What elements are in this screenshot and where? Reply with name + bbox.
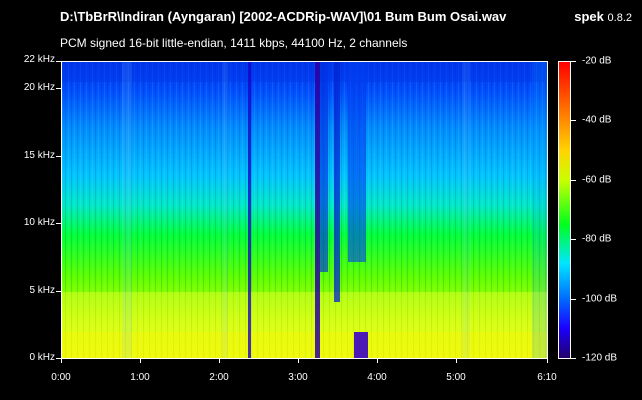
- db-label-minus-120: -120 dB: [582, 352, 618, 364]
- freq-label-20khz: 20 kHz: [23, 82, 55, 93]
- db-tick: [571, 358, 576, 359]
- db-tick: [571, 299, 576, 300]
- freq-label-22khz: 22 kHz: [23, 54, 55, 65]
- time-label-2-00: 2:00: [209, 372, 229, 383]
- spectrogram-image: [62, 62, 547, 358]
- db-label-minus-80: -80 dB: [582, 233, 612, 245]
- time-label-6-10: 6:10: [537, 372, 557, 383]
- db-label-minus-20: -20 dB: [582, 55, 612, 67]
- time-tick: [61, 359, 62, 363]
- time-label-4-00: 4:00: [367, 372, 387, 383]
- quiet-section: [315, 62, 320, 358]
- app-name: spek: [574, 9, 604, 24]
- file-path-title: D:\TbBrR\Indiran (Ayngaran) [2002-ACDRip…: [60, 9, 507, 24]
- bright-section: [462, 62, 470, 358]
- db-colorbar: [558, 61, 571, 359]
- app-version: 0.8.2: [607, 12, 632, 24]
- freq-tick: [56, 156, 61, 157]
- bright-section: [122, 62, 132, 358]
- bright-section: [532, 62, 547, 358]
- quiet-section: [354, 332, 368, 358]
- time-tick: [298, 359, 299, 363]
- low-band-highlight: [62, 292, 547, 358]
- freq-tick: [56, 223, 61, 224]
- freq-label-10khz: 10 kHz: [23, 217, 55, 228]
- db-label-minus-40: -40 dB: [582, 114, 612, 126]
- time-tick: [456, 359, 457, 363]
- freq-tick: [56, 358, 61, 359]
- quiet-section: [348, 62, 366, 262]
- db-tick: [571, 239, 576, 240]
- time-label-1-00: 1:00: [130, 372, 150, 383]
- time-label-5-00: 5:00: [446, 372, 466, 383]
- db-label-minus-100: -100 dB: [582, 293, 618, 305]
- lowest-band-highlight: [62, 332, 547, 358]
- time-tick: [140, 359, 141, 363]
- bright-section: [222, 62, 228, 358]
- freq-tick: [56, 88, 61, 89]
- freq-tick: [56, 61, 61, 62]
- time-label-0-00: 0:00: [51, 372, 71, 383]
- db-tick: [571, 120, 576, 121]
- quiet-section: [248, 62, 251, 358]
- time-label-3-00: 3:00: [288, 372, 308, 383]
- time-tick: [547, 359, 548, 363]
- time-tick: [377, 359, 378, 363]
- freq-label-5khz: 5 kHz: [29, 285, 55, 296]
- db-tick: [571, 180, 576, 181]
- time-tick: [219, 359, 220, 363]
- quiet-section: [334, 62, 340, 302]
- freq-label-15khz: 15 kHz: [23, 150, 55, 161]
- spectrogram-texture: [62, 62, 547, 358]
- high-band-shade: [62, 62, 547, 82]
- db-label-minus-60: -60 dB: [582, 174, 612, 186]
- quiet-section: [320, 62, 328, 272]
- db-tick: [571, 61, 576, 62]
- freq-label-0khz: 0 kHz: [29, 352, 55, 363]
- audio-format-info: PCM signed 16-bit little-endian, 1411 kb…: [60, 36, 408, 50]
- spectrogram-plot[interactable]: [61, 61, 548, 359]
- freq-tick: [56, 291, 61, 292]
- app-brand: spek 0.8.2: [574, 9, 632, 24]
